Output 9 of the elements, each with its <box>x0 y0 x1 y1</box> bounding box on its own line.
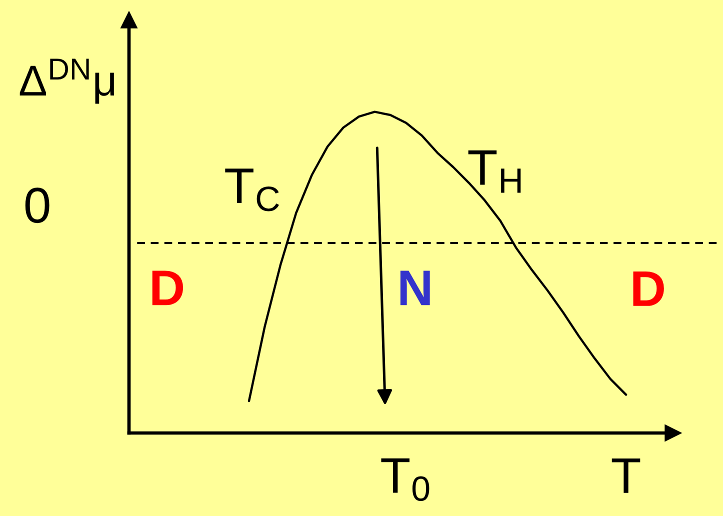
ref-line-label: 0 <box>25 188 50 224</box>
annotation: T$_{H}$ <box>468 150 521 193</box>
x-tick-label: T <box>612 458 640 493</box>
annotation: N <box>400 270 430 306</box>
x-tick-label: T$_{0}$ <box>381 458 430 502</box>
text: D <box>152 270 184 306</box>
annotation: T$_{C}$ <box>225 168 279 212</box>
y-axis-title: Δ$^{DN}$μ <box>20 58 114 104</box>
annotation: D <box>633 272 664 306</box>
